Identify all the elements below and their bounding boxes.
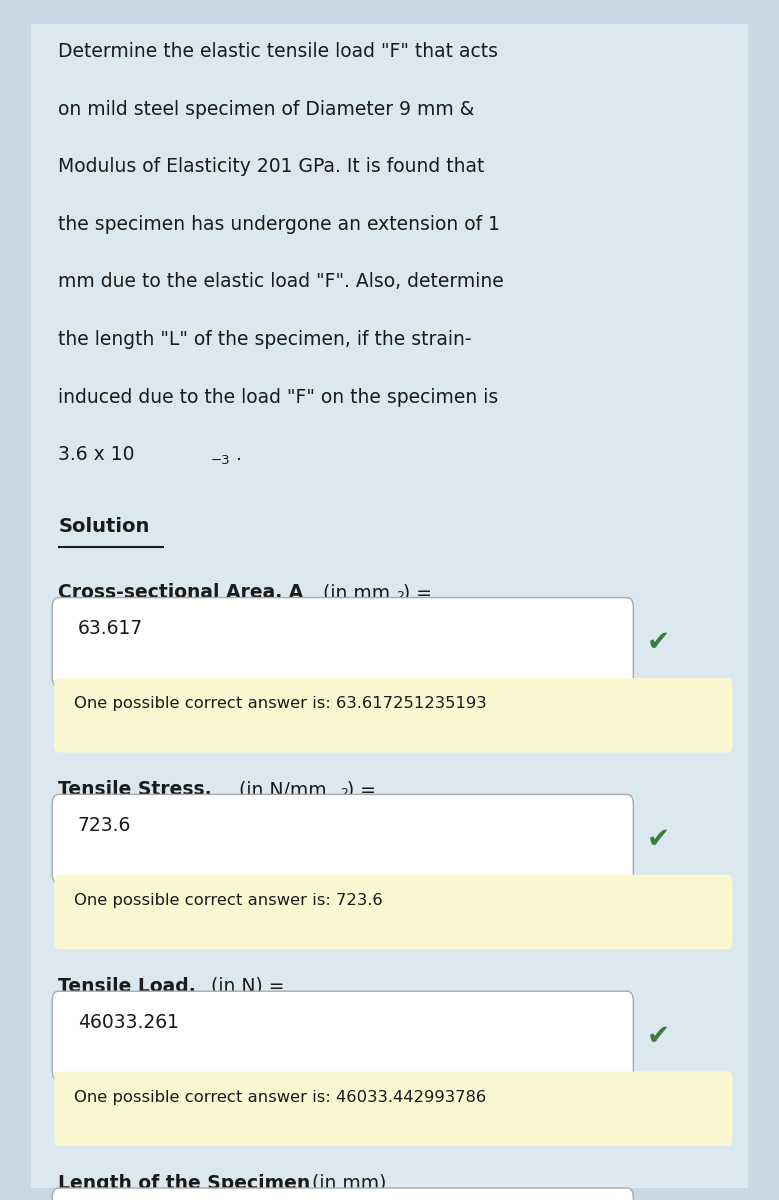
Text: Cross-sectional Area, A: Cross-sectional Area, A (58, 583, 304, 602)
FancyBboxPatch shape (31, 24, 748, 1188)
FancyBboxPatch shape (52, 598, 633, 686)
Text: One possible correct answer is: 63.617251235193: One possible correct answer is: 63.61725… (74, 696, 487, 712)
Text: One possible correct answer is: 46033.442993786: One possible correct answer is: 46033.44… (74, 1090, 486, 1105)
Text: (in N) =: (in N) = (205, 977, 284, 996)
FancyBboxPatch shape (55, 1072, 732, 1146)
Text: (in N/mm: (in N/mm (227, 780, 327, 799)
FancyBboxPatch shape (55, 678, 732, 752)
Text: 723.6: 723.6 (78, 816, 132, 835)
Text: 2: 2 (396, 590, 404, 604)
Text: 2: 2 (340, 787, 347, 800)
Text: Solution: Solution (58, 517, 150, 536)
FancyBboxPatch shape (52, 1188, 633, 1200)
Text: (in mm): (in mm) (306, 1174, 386, 1193)
Text: 3.6 x 10: 3.6 x 10 (58, 445, 135, 464)
Text: ✔: ✔ (647, 628, 670, 656)
Text: .: . (236, 445, 242, 464)
Text: Length of the Specimen: Length of the Specimen (58, 1174, 311, 1193)
Text: mm due to the elastic load "F". Also, determine: mm due to the elastic load "F". Also, de… (58, 272, 504, 292)
Text: 63.617: 63.617 (78, 619, 143, 638)
Text: Tensile Load,: Tensile Load, (58, 977, 196, 996)
Text: Determine the elastic tensile load "F" that acts: Determine the elastic tensile load "F" t… (58, 42, 499, 61)
Text: the length "L" of the specimen, if the strain-: the length "L" of the specimen, if the s… (58, 330, 472, 349)
Text: −3: −3 (211, 454, 231, 467)
Text: (in mm: (in mm (317, 583, 390, 602)
Text: the specimen has undergone an extension of 1: the specimen has undergone an extension … (58, 215, 500, 234)
Text: ) =: ) = (347, 780, 376, 799)
Text: Tensile Stress,: Tensile Stress, (58, 780, 212, 799)
Text: on mild steel specimen of Diameter 9 mm &: on mild steel specimen of Diameter 9 mm … (58, 100, 474, 119)
Text: Modulus of Elasticity 201 GPa. It is found that: Modulus of Elasticity 201 GPa. It is fou… (58, 157, 485, 176)
FancyBboxPatch shape (55, 875, 732, 949)
Text: One possible correct answer is: 723.6: One possible correct answer is: 723.6 (74, 893, 382, 908)
Text: induced due to the load "F" on the specimen is: induced due to the load "F" on the speci… (58, 388, 499, 407)
Text: ) =: ) = (404, 583, 432, 602)
FancyBboxPatch shape (52, 794, 633, 883)
Text: 46033.261: 46033.261 (78, 1013, 179, 1032)
Text: ✔: ✔ (647, 1021, 670, 1050)
FancyBboxPatch shape (52, 991, 633, 1080)
Text: ✔: ✔ (647, 824, 670, 853)
